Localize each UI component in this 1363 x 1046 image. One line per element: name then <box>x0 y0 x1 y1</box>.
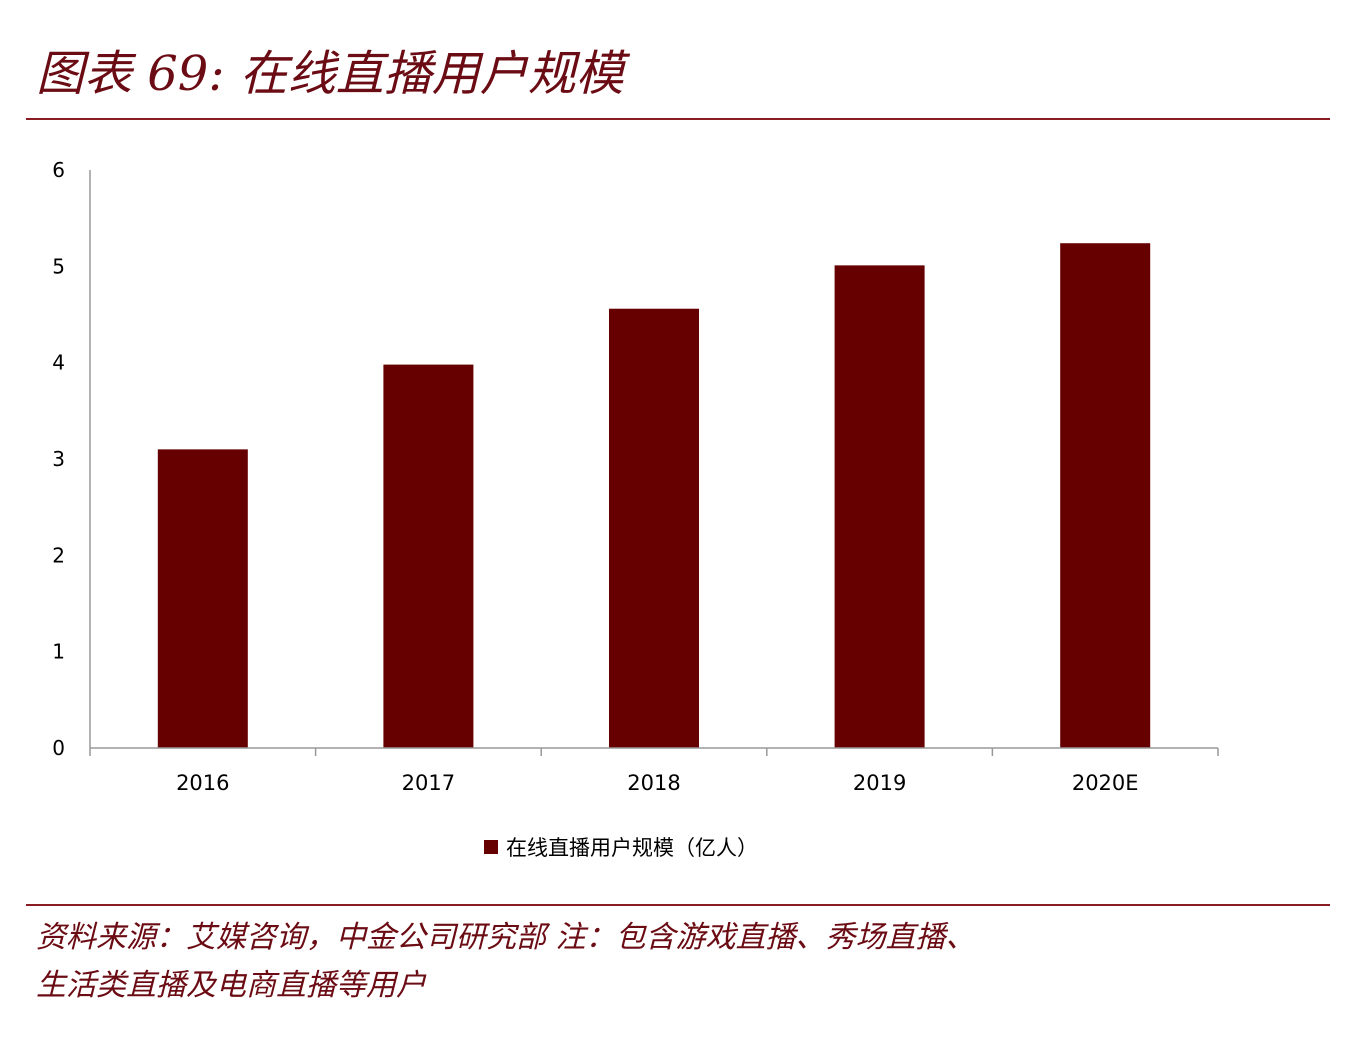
y-tick-label: 4 <box>52 351 65 375</box>
x-tick-label: 2019 <box>853 771 906 795</box>
title-divider <box>26 118 1330 120</box>
legend-swatch <box>484 840 498 854</box>
source-line-1: 资料来源：艾媒咨询，中金公司研究部 注：包含游戏直播、秀场直播、 <box>36 920 976 955</box>
y-tick-label: 0 <box>52 736 65 760</box>
y-tick-label: 2 <box>52 543 65 567</box>
y-tick-label: 6 <box>52 158 65 182</box>
y-tick-label: 5 <box>52 254 65 278</box>
x-tick-label: 2016 <box>176 771 229 795</box>
x-tick-label: 2020E <box>1072 771 1139 795</box>
x-tick-label: 2018 <box>627 771 680 795</box>
bar-chart: 0 1 2 3 4 5 6 2016 2017 2018 2019 2020E <box>52 158 1219 795</box>
figure-title: 图表 69: 在线直播用户规模 <box>36 46 624 102</box>
bar-2019 <box>834 265 925 748</box>
bar-2018 <box>609 308 699 748</box>
bar-2017 <box>383 364 474 748</box>
y-tick-label: 1 <box>52 640 65 664</box>
source-divider <box>26 904 1330 906</box>
bar-2020E <box>1060 243 1151 749</box>
source-line-2: 生活类直播及电商直播等用户 <box>36 968 426 1003</box>
source-note: 资料来源：艾媒咨询，中金公司研究部 注：包含游戏直播、秀场直播、 生活类直播及电… <box>36 914 1326 1010</box>
legend-label: 在线直播用户规模（亿人） <box>506 836 758 860</box>
x-tick-label: 2017 <box>402 771 455 795</box>
chart-legend: 在线直播用户规模（亿人） <box>484 832 758 862</box>
y-tick-label: 3 <box>52 447 65 471</box>
bar-2016 <box>157 449 248 748</box>
